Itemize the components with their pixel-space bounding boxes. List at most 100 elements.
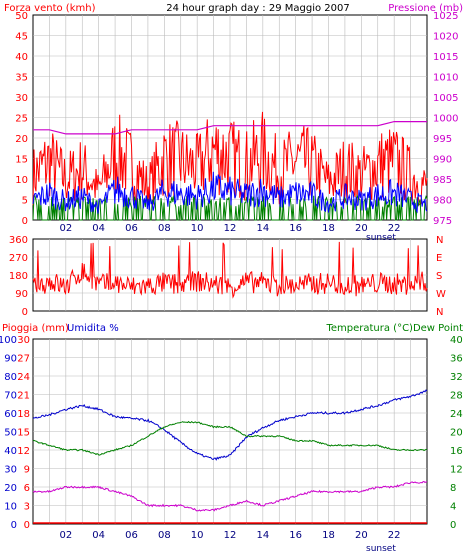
- x-tick-label: 22: [388, 530, 401, 541]
- wind-y-tick-label: 25: [15, 114, 28, 125]
- temperature-y-tick-label: 40: [450, 335, 463, 346]
- x-tick-label: 12: [224, 223, 237, 234]
- x-tick-label: 10: [191, 223, 204, 234]
- wind-y-tick-label: 0: [22, 216, 28, 227]
- humidity-y-tick-label: 80: [4, 372, 17, 383]
- direction-compass-label: W: [436, 289, 446, 300]
- x-tick-label: 06: [125, 530, 138, 541]
- humidity-y-tick-label: 60: [4, 409, 17, 420]
- wind-avg-series: [32, 171, 428, 214]
- humidity-y-tick-label: 50: [4, 428, 17, 439]
- temperature-y-tick-label: 12: [450, 465, 463, 476]
- x-tick-label: 18: [322, 223, 335, 234]
- rain-y-tick-label: 21: [17, 391, 30, 402]
- wind-direction-series: [32, 241, 428, 299]
- pressure-y-tick-label: 990: [433, 155, 452, 166]
- x-tick-label: 14: [256, 223, 269, 234]
- x-tick-label: 20: [355, 530, 368, 541]
- direction-y-tick-label: 0: [22, 307, 28, 318]
- humidity-y-tick-label: 10: [4, 502, 17, 513]
- temperature-series: [32, 420, 428, 456]
- x-tick-label: 04: [92, 530, 105, 541]
- temperature-y-tick-label: 28: [450, 391, 463, 402]
- temperature-y-tick-label: 8: [450, 483, 456, 494]
- rain-y-tick-label: 15: [17, 428, 30, 439]
- wind-y-tick-label: 40: [15, 52, 28, 63]
- temperature-y-tick-label: 36: [450, 354, 463, 365]
- rain-y-tick-label: 30: [17, 335, 30, 346]
- pressure-y-tick-label: 1015: [433, 52, 458, 63]
- dewpoint-series: [32, 480, 428, 512]
- rain-axis-title: Pioggia (mm): [2, 323, 69, 334]
- humidity-y-tick-label: 0: [11, 520, 17, 531]
- pressure-y-tick-label: 975: [433, 216, 452, 227]
- direction-compass-label: N: [436, 235, 443, 246]
- wind-y-tick-label: 10: [15, 175, 28, 186]
- wind-y-tick-label: 45: [15, 32, 28, 43]
- humidity-y-tick-label: 40: [4, 446, 17, 457]
- humidity-y-tick-label: 90: [4, 354, 17, 365]
- direction-y-tick-label: 360: [9, 235, 28, 246]
- rain-y-tick-label: 6: [24, 483, 30, 494]
- x-tick-label: 14: [256, 530, 269, 541]
- chart-title: 24 hour graph day : 29 Maggio 2007: [166, 3, 349, 14]
- direction-y-tick-label: 270: [9, 253, 28, 264]
- humidity-y-tick-label: 30: [4, 465, 17, 476]
- wind-y-tick-label: 5: [22, 196, 28, 207]
- rain-y-tick-label: 27: [17, 354, 30, 365]
- humidity-y-tick-label: 20: [4, 483, 17, 494]
- rain-y-tick-label: 12: [17, 446, 30, 457]
- x-tick-label: 10: [191, 530, 204, 541]
- x-tick-label: 16: [289, 223, 302, 234]
- temperature-y-tick-label: 0: [450, 520, 456, 531]
- wind-y-tick-label: 30: [15, 93, 28, 104]
- pressure-y-tick-label: 1025: [433, 11, 458, 22]
- temperature-axis-title: Temperatura (°C)Dew Point: [325, 323, 463, 334]
- pressure-y-tick-label: 1010: [433, 73, 458, 84]
- humidity-series: [32, 389, 428, 461]
- pressure-y-tick-label: 995: [433, 134, 452, 145]
- x-tick-label: 08: [158, 223, 171, 234]
- temperature-y-tick-label: 4: [450, 502, 456, 513]
- humidity-y-tick-label: 70: [4, 391, 17, 402]
- humidity-y-tick-label: 100: [0, 335, 17, 346]
- x-tick-label: 06: [125, 223, 138, 234]
- pressure-y-tick-label: 1020: [433, 32, 458, 43]
- rain-y-tick-label: 0: [24, 520, 30, 531]
- pressure-y-tick-label: 980: [433, 196, 452, 207]
- temperature-y-tick-label: 32: [450, 372, 463, 383]
- rain-y-tick-label: 24: [17, 372, 30, 383]
- temperature-y-tick-label: 16: [450, 446, 463, 457]
- pressure-series: [33, 121, 427, 135]
- x-tick-label: 20: [355, 223, 368, 234]
- pressure-y-tick-label: 1005: [433, 93, 458, 104]
- x-tick-label: 16: [289, 530, 302, 541]
- x-tick-label: 08: [158, 530, 171, 541]
- temperature-y-tick-label: 24: [450, 409, 463, 420]
- direction-compass-label: E: [436, 253, 442, 264]
- direction-y-tick-label: 90: [15, 289, 28, 300]
- x-tick-label: 02: [59, 223, 72, 234]
- wind-y-tick-label: 20: [15, 134, 28, 145]
- sunset-label-top: sunset: [366, 233, 396, 243]
- direction-y-tick-label: 180: [9, 271, 28, 282]
- x-tick-label: 22: [388, 223, 401, 234]
- x-tick-label: 04: [92, 223, 105, 234]
- wind-axis-title: Forza vento (kmh): [4, 3, 96, 14]
- direction-compass-label: S: [436, 271, 442, 282]
- sunset-label-bottom: sunset: [366, 544, 396, 554]
- x-tick-label: 12: [224, 530, 237, 541]
- wind-y-tick-label: 35: [15, 73, 28, 84]
- x-tick-label: 02: [59, 530, 72, 541]
- humidity-axis-title: Umidita %: [67, 323, 119, 334]
- rain-y-tick-label: 9: [24, 465, 30, 476]
- wind-y-tick-label: 15: [15, 155, 28, 166]
- rain-y-tick-label: 3: [24, 502, 30, 513]
- wind-y-tick-label: 50: [15, 11, 28, 22]
- pressure-y-tick-label: 1000: [433, 114, 458, 125]
- pressure-y-tick-label: 985: [433, 175, 452, 186]
- rain-y-tick-label: 18: [17, 409, 30, 420]
- x-tick-label: 18: [322, 530, 335, 541]
- pressure-axis-title: Pressione (mb): [388, 3, 463, 14]
